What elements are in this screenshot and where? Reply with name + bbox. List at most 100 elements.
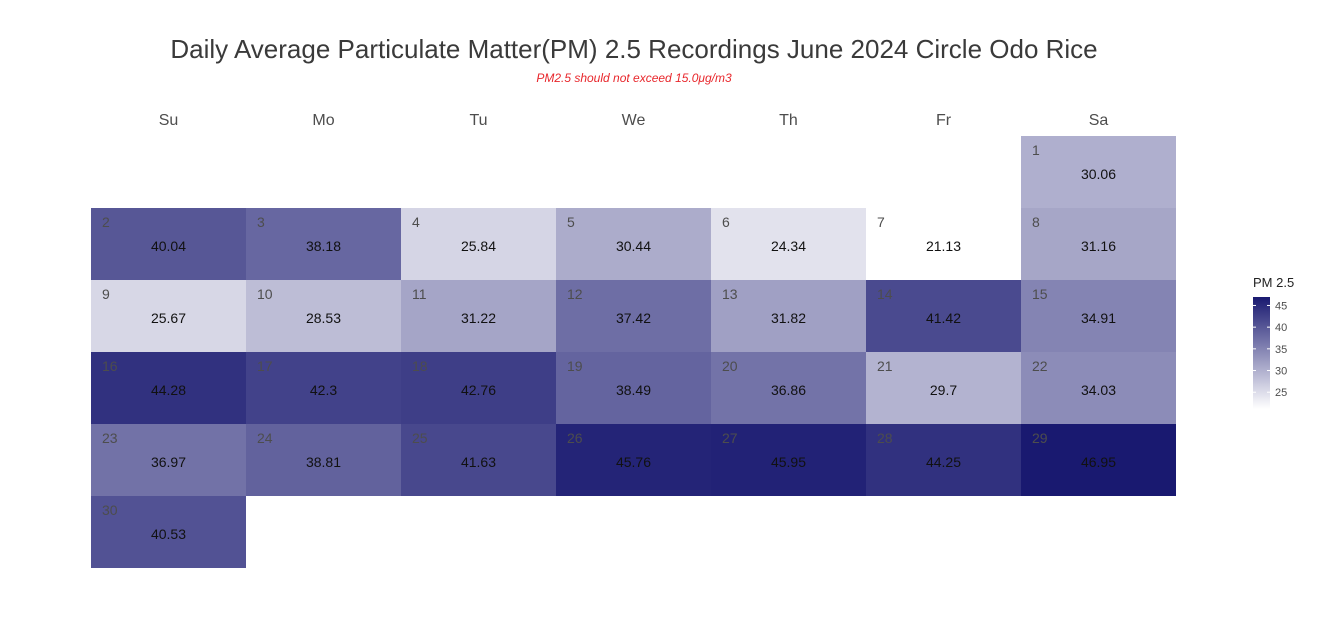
day-cell-4: 425.84: [401, 208, 556, 280]
day-value-label: 44.28: [151, 382, 186, 398]
legend-tick-label: 40: [1275, 322, 1287, 334]
day-value-label: 34.91: [1081, 310, 1116, 326]
day-number: 23: [102, 430, 118, 446]
chart-subtitle: PM2.5 should not exceed 15.0μg/m3: [536, 71, 732, 85]
day-value-label: 45.95: [771, 454, 806, 470]
day-cell-27: 27 45.95: [711, 424, 866, 496]
day-value-label: 46.95: [1081, 454, 1116, 470]
day-tile: [91, 280, 246, 352]
day-cell-6: 624.34: [711, 208, 866, 280]
day-cell-11: 11 31.22: [401, 280, 556, 352]
day-cell-26: 26 45.76: [556, 424, 711, 496]
day-value-label: 31.16: [1081, 238, 1116, 254]
day-cell-19: 19 38.49: [556, 352, 711, 424]
day-value-label: 25.67: [151, 310, 186, 326]
weekday-label-sa: Sa: [1089, 112, 1109, 129]
day-cell-12: 12 37.42: [556, 280, 711, 352]
day-value-label: 45.76: [616, 454, 651, 470]
day-cell-17: 17 42.3: [246, 352, 401, 424]
legend-tick-label: 25: [1275, 387, 1287, 399]
day-cell-3: 338.18: [246, 208, 401, 280]
day-value-label: 30.06: [1081, 166, 1116, 182]
day-value-label: 41.42: [926, 310, 961, 326]
day-cell-23: 23 36.97: [91, 424, 246, 496]
day-cell-25: 25 41.63: [401, 424, 556, 496]
day-number: 2: [102, 214, 110, 230]
day-number: 30: [102, 502, 118, 518]
day-cell-5: 530.44: [556, 208, 711, 280]
day-number: 21: [877, 358, 893, 374]
day-number: 25: [412, 430, 428, 446]
day-tile: [246, 208, 401, 280]
day-number: 11: [412, 286, 427, 302]
day-number: 18: [412, 358, 428, 374]
day-value-label: 42.76: [461, 382, 496, 398]
day-tile: [401, 352, 556, 424]
day-tile: [556, 424, 711, 496]
day-cell-7: 721.13: [866, 208, 1021, 280]
day-tile: [1021, 424, 1176, 496]
day-number: 20: [722, 358, 738, 374]
day-value-label: 36.97: [151, 454, 186, 470]
day-number: 12: [567, 286, 583, 302]
day-number: 27: [722, 430, 738, 446]
weekday-label-su: Su: [159, 112, 179, 129]
day-cell-2: 240.04: [91, 208, 246, 280]
weekday-label-tu: Tu: [469, 112, 487, 129]
day-cell-10: 10 28.53: [246, 280, 401, 352]
day-tile: [401, 208, 556, 280]
day-cell-22: 22 34.03: [1021, 352, 1176, 424]
day-value-label: 38.18: [306, 238, 341, 254]
day-tile: [246, 424, 401, 496]
weekday-label-th: Th: [779, 112, 798, 129]
day-number: 28: [877, 430, 893, 446]
color-legend: PM 2.5 25 30 35 40 45: [1253, 275, 1294, 409]
day-tile: [556, 280, 711, 352]
day-value-label: 34.03: [1081, 382, 1116, 398]
day-value-label: 31.22: [461, 310, 496, 326]
day-number: 17: [257, 358, 273, 374]
day-tile: [246, 352, 401, 424]
day-number: 16: [102, 358, 118, 374]
day-tile: [711, 208, 866, 280]
day-number: 5: [567, 214, 575, 230]
day-tile: [91, 496, 246, 568]
day-number: 22: [1032, 358, 1048, 374]
day-tile: [1021, 208, 1176, 280]
day-tile: [91, 424, 246, 496]
day-cell-20: 20 36.86: [711, 352, 866, 424]
calendar-cells: 130.06240.04338.18425.84530.44624.34721.…: [91, 136, 1176, 568]
legend-tick-label: 30: [1275, 366, 1287, 378]
day-number: 13: [722, 286, 738, 302]
day-number: 3: [257, 214, 265, 230]
day-value-label: 44.25: [926, 454, 961, 470]
day-number: 6: [722, 214, 730, 230]
day-cell-30: 30 40.53: [91, 496, 246, 568]
day-number: 9: [102, 286, 110, 302]
day-tile: [711, 424, 866, 496]
legend-colorbar: [1253, 297, 1270, 409]
legend-title: PM 2.5: [1253, 275, 1294, 290]
day-number: 29: [1032, 430, 1048, 446]
day-number: 4: [412, 214, 420, 230]
chart-title: Daily Average Particulate Matter(PM) 2.5…: [170, 34, 1097, 64]
day-tile: [401, 424, 556, 496]
day-number: 26: [567, 430, 583, 446]
day-cell-24: 24 38.81: [246, 424, 401, 496]
weekday-label-fr: Fr: [936, 112, 952, 129]
day-number: 24: [257, 430, 273, 446]
day-tile: [1021, 280, 1176, 352]
day-number: 19: [567, 358, 583, 374]
day-value-label: 25.84: [461, 238, 496, 254]
day-value-label: 38.49: [616, 382, 651, 398]
day-cell-9: 925.67: [91, 280, 246, 352]
day-tile: [711, 352, 866, 424]
day-number: 7: [877, 214, 885, 230]
day-number: 1: [1032, 142, 1040, 158]
legend-tick-label: 35: [1275, 344, 1287, 356]
day-cell-15: 15 34.91: [1021, 280, 1176, 352]
day-value-label: 21.13: [926, 238, 961, 254]
day-number: 15: [1032, 286, 1048, 302]
day-value-label: 38.81: [306, 454, 341, 470]
weekday-label-we: We: [622, 112, 646, 129]
